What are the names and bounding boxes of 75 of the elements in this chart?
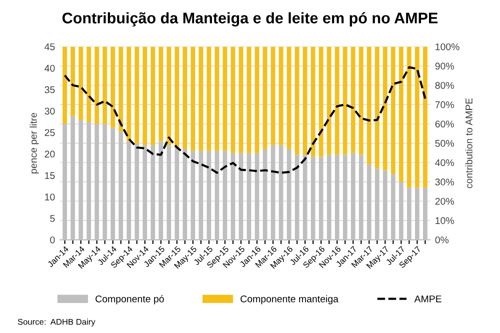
bar [318,46,324,157]
bar [126,46,132,142]
bar [230,46,236,153]
bar [238,46,244,153]
y2-tick-label: 30% [435,178,454,186]
y2-tick-label: 10% [436,217,454,224]
source-note: Source: ADHB Dairy [18,318,96,326]
y2-tick-label: 100% [436,43,460,50]
bar [62,46,68,124]
bar [302,46,308,155]
y2-tick-label: 90% [435,62,454,70]
bar [182,46,188,149]
bar [142,46,148,146]
bar [118,46,124,132]
legend-label: Componente manteiga [240,295,338,304]
y2-tick-label: 50% [435,140,454,147]
bar [166,46,172,146]
bar [70,46,76,116]
bar [102,46,108,124]
bar [222,46,228,151]
y-axis-title: pence per litre [30,112,39,174]
bar [246,46,252,153]
bar [174,46,180,148]
bar [422,46,428,188]
bar [158,46,164,142]
y-tick-label: 10 [45,194,55,200]
bar [190,46,196,151]
bar [134,46,140,144]
bar [326,46,332,155]
bar [214,46,220,151]
y2-tick-label: 20% [435,198,454,205]
y2-tick-label: 0% [435,236,449,244]
bar [358,46,364,155]
bar [286,46,292,149]
bar [406,46,412,188]
bar [350,46,356,153]
y-tick-label: 25 [44,129,55,136]
bar [382,46,388,170]
bar [398,46,404,182]
bar [110,46,116,128]
line-series [64,66,426,174]
chart-title: Contribuição da Manteiga e de leite em pó no AMPE [62,12,438,27]
y2-tick-label: 80% [435,82,454,89]
bar [94,46,100,124]
y-tick-label: 35 [44,86,55,94]
bar [198,46,204,151]
y2-tick-label: 60% [435,120,454,128]
y-tick-label: 40 [44,64,55,72]
bar [310,46,316,157]
bar [414,46,420,188]
bar [78,46,84,120]
bar [294,46,300,155]
bar [270,46,276,146]
bar [278,46,284,146]
y2-tick-label: 70% [435,101,454,108]
y2-tick-label: 40% [435,159,454,166]
y-tick-label: 15 [45,172,55,179]
y-tick-label: 30 [44,108,55,115]
bar [374,46,380,168]
bar [390,46,396,174]
y2-axis-title: contribution to AMPE [465,98,472,188]
bar [342,46,348,155]
bar [206,46,212,151]
legend-label: Componente pó [96,295,164,304]
y-tick-label: 45 [44,43,55,50]
legend-label: AMPE [414,296,442,302]
y-tick-label: 0 [50,236,55,244]
bar [334,46,340,155]
bar [254,46,260,153]
bar [366,46,372,164]
bar [150,46,156,146]
y-tick-label: 20 [44,150,55,158]
y-tick-label: 5 [50,215,55,222]
bar [86,46,92,122]
bar [262,46,268,149]
